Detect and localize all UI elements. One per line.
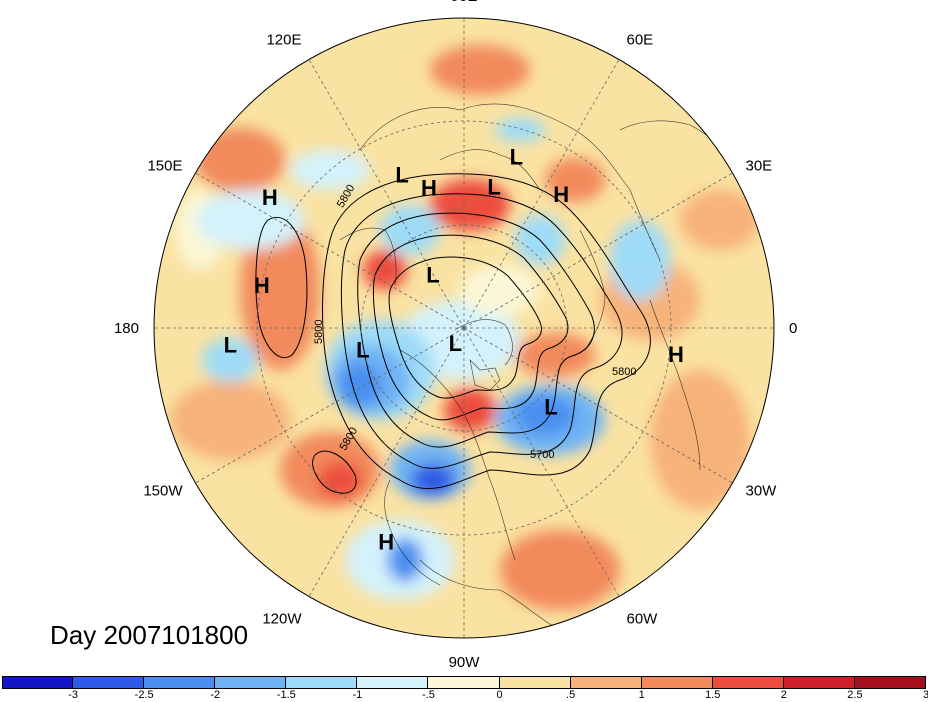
- colorbar-label: -1.5: [276, 689, 296, 701]
- high-pressure-marker: H: [553, 182, 569, 207]
- longitude-label: 0: [789, 320, 797, 337]
- meridian-line: [195, 172, 465, 329]
- colorbar-label: -2: [210, 689, 221, 701]
- colorbar-label: -.5: [422, 689, 435, 701]
- meridian-line: [308, 327, 465, 597]
- low-pressure-marker: L: [510, 145, 523, 170]
- colorbar-label: .5: [566, 689, 576, 701]
- contour-label: 5800: [612, 366, 636, 378]
- longitude-label: 30E: [746, 158, 773, 175]
- colorbar-label: 2.5: [847, 689, 863, 701]
- colorbar-swatch: [73, 676, 145, 689]
- colorbar-label: -1: [352, 689, 363, 701]
- colorbar-label: 3: [922, 689, 928, 701]
- meridian-line: [463, 327, 620, 597]
- meridian-line: [195, 327, 465, 484]
- high-pressure-marker: H: [421, 176, 437, 201]
- colorbar-swatch: [428, 676, 500, 689]
- map-boundary: [153, 17, 775, 639]
- longitude-label: 180: [114, 320, 139, 337]
- colorbar-swatch: [144, 676, 216, 689]
- longitude-label: 90E: [451, 0, 478, 5]
- colorbar-swatch: [357, 676, 429, 689]
- longitude-label: 150E: [147, 158, 182, 175]
- colorbar-label: -3: [68, 689, 78, 701]
- longitude-label: 30W: [746, 483, 778, 500]
- date-title: Day 2007101800: [50, 620, 249, 650]
- colorbar-swatch: [215, 676, 287, 689]
- colorbar-swatch: [641, 676, 713, 689]
- colorbar-label: 2: [780, 689, 787, 701]
- longitude-label: 150W: [143, 483, 183, 500]
- longitude-label: 60W: [627, 611, 659, 628]
- colorbar-swatch: [499, 676, 571, 689]
- high-pressure-marker: H: [378, 530, 394, 555]
- colorbar-swatch: [854, 676, 926, 689]
- low-pressure-marker: L: [356, 338, 369, 363]
- high-pressure-marker: H: [668, 342, 684, 367]
- low-pressure-marker: L: [426, 262, 439, 287]
- colorbar-swatch: [2, 676, 74, 689]
- meridian-line: [463, 327, 733, 484]
- longitude-label: 120E: [266, 32, 301, 49]
- colorbar: -3 -2.5 -2 -1.5 -1 -.5 0 .5 1 1.5 2 2.5 3: [0, 672, 928, 702]
- colorbar-swatch: [286, 676, 358, 689]
- colorbar-swatch: [712, 676, 784, 689]
- colorbar-label: 0: [496, 689, 503, 701]
- contour-label: 5800: [313, 320, 325, 344]
- contour-label: 5700: [530, 449, 554, 461]
- colorbar-label: -2.5: [134, 689, 154, 701]
- height-contours: [255, 173, 651, 494]
- colorbar-label: 1: [638, 689, 645, 701]
- high-pressure-marker: H: [254, 273, 270, 298]
- graticule: [154, 18, 774, 638]
- longitude-label: 90W: [449, 654, 481, 671]
- meridian-line: [463, 59, 620, 329]
- high-pressure-marker: H: [262, 185, 278, 210]
- meridian-line: [463, 172, 733, 329]
- longitude-label: 120W: [262, 611, 302, 628]
- meridian-line: [308, 59, 465, 329]
- longitude-label: 60E: [627, 32, 654, 49]
- low-pressure-marker: L: [224, 332, 237, 357]
- longitude-labels: 90E 60E 30E 0 30W 60W 90W 120W 150W 180 150E 120E: [114, 0, 797, 671]
- colorbar-label: 1.5: [705, 689, 721, 701]
- low-pressure-marker: L: [544, 394, 557, 419]
- low-pressure-marker: L: [449, 331, 462, 356]
- colorbar-swatch: [570, 676, 642, 689]
- polar-stereographic-map: 5800 5800 5800 5800 5700 90E60E30E030W60…: [114, 0, 797, 671]
- low-pressure-marker: L: [487, 175, 500, 200]
- colorbar-swatch: [783, 676, 855, 689]
- low-pressure-marker: L: [395, 163, 408, 188]
